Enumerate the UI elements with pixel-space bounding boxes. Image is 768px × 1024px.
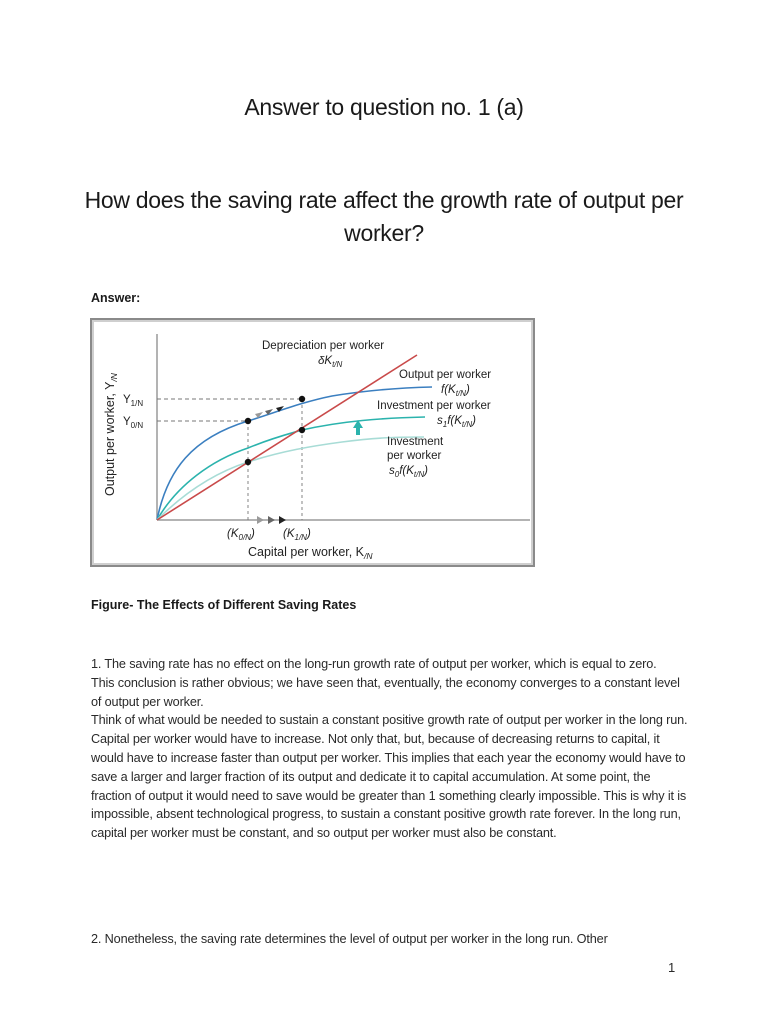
y1-tick: Y1/N xyxy=(123,394,143,408)
arrow-icon xyxy=(265,409,273,415)
arrow-icon xyxy=(276,406,284,412)
point-steady-s0 xyxy=(244,458,252,466)
depreciation-formula: δKt/N xyxy=(318,355,343,369)
paragraph: Think of what would be needed to sustain… xyxy=(91,713,688,841)
paragraph: This conclusion is rather obvious; we ha… xyxy=(91,675,680,709)
paragraph: 1. The saving rate has no effect on the … xyxy=(91,657,657,671)
arrow-icon xyxy=(257,516,264,524)
output-curve xyxy=(156,386,433,521)
saving-rate-figure: Depreciation per worker δKt/N Output per… xyxy=(90,318,535,567)
figure-caption: Figure- The Effects of Different Saving … xyxy=(91,598,357,612)
investment-s0-label: Investment xyxy=(387,436,444,448)
arrow-icon xyxy=(279,516,286,524)
investment-s0-label-2: per worker xyxy=(387,450,441,462)
depreciation-label: Depreciation per worker xyxy=(262,340,384,352)
depreciation-line xyxy=(156,354,418,521)
x-axis-label: Capital per worker, K/N xyxy=(248,545,373,561)
investment-s1-formula: s1f(Kt/N) xyxy=(437,415,476,429)
investment-s1-label: Investment per worker xyxy=(377,400,491,412)
shift-up-arrow-icon xyxy=(353,420,363,435)
arrow-icon xyxy=(268,516,275,524)
point-y0 xyxy=(244,417,252,425)
point-steady-s1 xyxy=(298,426,306,434)
question-heading: How does the saving rate affect the grow… xyxy=(84,187,684,246)
point-y1 xyxy=(298,395,306,403)
page-title: Answer to question no. 1 (a) xyxy=(244,94,524,120)
k0-tick: (K0/N) xyxy=(227,528,255,542)
answer-body: 1. The saving rate has no effect on the … xyxy=(91,655,691,843)
y0-tick: Y0/N xyxy=(123,416,143,430)
investment-s1-curve xyxy=(156,416,426,521)
y-axis-label: Output per worker, Y/N xyxy=(103,372,119,496)
arrow-icon xyxy=(255,412,263,418)
investment-s0-curve xyxy=(156,436,425,521)
page-number: 1 xyxy=(668,960,676,975)
investment-s0-formula: s0f(Kt/N) xyxy=(389,465,428,479)
k1-tick: (K1/N) xyxy=(283,528,311,542)
paragraph: 2. Nonetheless, the saving rate determin… xyxy=(91,932,608,946)
solow-diagram: Depreciation per worker δKt/N Output per… xyxy=(103,334,530,561)
answer-label: Answer: xyxy=(91,291,141,305)
output-formula: f(Kt/N) xyxy=(441,384,470,398)
output-label: Output per worker xyxy=(399,369,491,381)
